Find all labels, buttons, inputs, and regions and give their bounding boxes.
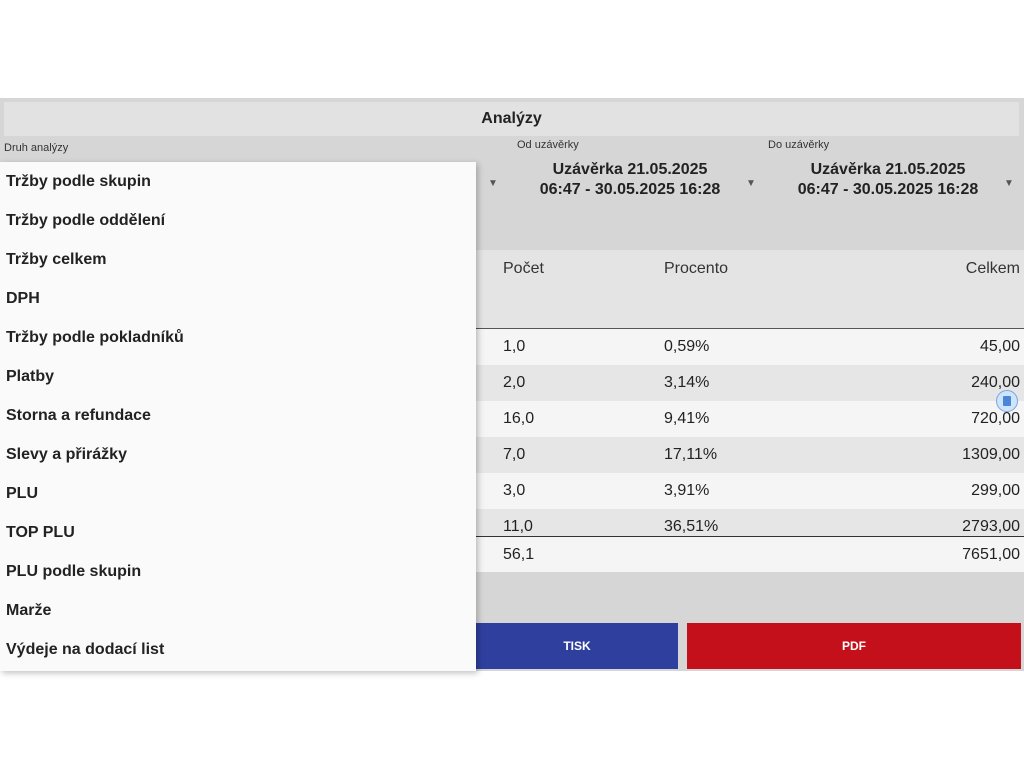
table-row[interactable]: 3,0 3,91% 299,00: [476, 473, 1024, 509]
header-percent: Procento: [664, 260, 729, 277]
totals-row: 56,1 7651,00: [476, 536, 1024, 572]
dropdown-item[interactable]: Storna a refundace: [6, 407, 151, 424]
table-header: Počet Procento Celkem: [476, 250, 1024, 329]
cell-percent: 17,11%: [664, 446, 718, 463]
header-count: Počet: [503, 260, 544, 277]
cell-percent: 3,14%: [664, 374, 710, 391]
table-row[interactable]: 16,0 9,41% 720,00: [476, 401, 1024, 437]
caret-down-icon[interactable]: ▼: [488, 178, 498, 189]
dropdown-item[interactable]: Platby: [6, 368, 55, 385]
dropdown-item[interactable]: PLU podle skupin: [6, 563, 142, 580]
analysis-type-dropdown: Tržby podle skupin Tržby podle oddělení …: [0, 162, 476, 671]
pdf-button[interactable]: PDF: [687, 623, 1021, 669]
dropdown-item[interactable]: Tržby podle pokladníků: [6, 329, 184, 346]
scroll-handle-icon[interactable]: [996, 390, 1018, 412]
dropdown-item[interactable]: Slevy a přirážky: [6, 446, 127, 463]
cell-total: 240,00: [971, 374, 1020, 391]
to-closure-line1: Uzávěrka 21.05.2025: [810, 161, 966, 178]
dropdown-item[interactable]: DPH: [6, 290, 40, 307]
cell-percent: 9,41%: [664, 410, 710, 427]
cell-count: 7,0: [503, 446, 526, 463]
to-closure-select[interactable]: Uzávěrka 21.05.2025 06:47 - 30.05.2025 1…: [760, 160, 1016, 208]
caret-down-icon: ▼: [746, 178, 756, 189]
cell-count: 11,0: [503, 518, 533, 535]
cell-percent: 0,59%: [664, 338, 710, 355]
cell-count: 2,0: [503, 374, 526, 391]
table-row[interactable]: 7,0 17,11% 1309,00: [476, 437, 1024, 473]
cell-total: 45,00: [979, 338, 1020, 355]
header-total: Celkem: [965, 260, 1020, 277]
dropdown-item[interactable]: TOP PLU: [6, 524, 75, 541]
cell-count: 1,0: [503, 338, 526, 355]
table-row[interactable]: 1,0 0,59% 45,00: [476, 329, 1024, 365]
dropdown-item[interactable]: Tržby podle skupin: [6, 173, 151, 190]
dropdown-item[interactable]: PLU: [6, 485, 38, 502]
to-closure-line2: 06:47 - 30.05.2025 16:28: [797, 181, 979, 198]
from-closure-label: Od uzávěrky: [517, 139, 579, 151]
cell-total: 1309,00: [962, 446, 1020, 463]
cell-total: 2793,00: [962, 518, 1020, 535]
page-title: Analýzy: [4, 102, 1019, 136]
table-row[interactable]: 11,0 36,51% 2793,00: [476, 509, 1024, 536]
cell-percent: 3,91%: [664, 482, 710, 499]
caret-down-icon: ▼: [1004, 178, 1014, 189]
dropdown-item[interactable]: Tržby podle oddělení: [6, 212, 166, 229]
dropdown-item[interactable]: Výdeje na dodací list: [6, 641, 165, 658]
table-row[interactable]: 2,0 3,14% 240,00: [476, 365, 1024, 401]
print-button[interactable]: TISK: [476, 623, 678, 669]
dropdown-item[interactable]: Marže: [6, 602, 52, 619]
dropdown-item[interactable]: Tržby celkem: [6, 251, 107, 268]
cell-count: 16,0: [503, 410, 535, 427]
cell-total: 299,00: [971, 482, 1020, 499]
cell-percent: 36,51%: [664, 518, 719, 535]
total-sum: 7651,00: [962, 546, 1020, 563]
from-closure-line1: Uzávěrka 21.05.2025: [552, 161, 708, 178]
from-closure-line2: 06:47 - 30.05.2025 16:28: [539, 181, 721, 198]
total-count: 56,1: [503, 546, 535, 563]
to-closure-label: Do uzávěrky: [768, 139, 830, 151]
cell-total: 720,00: [971, 410, 1020, 427]
cell-count: 3,0: [503, 482, 526, 499]
analysis-type-label: Druh analýzy: [4, 142, 69, 154]
from-closure-select[interactable]: Uzávěrka 21.05.2025 06:47 - 30.05.2025 1…: [500, 160, 760, 208]
